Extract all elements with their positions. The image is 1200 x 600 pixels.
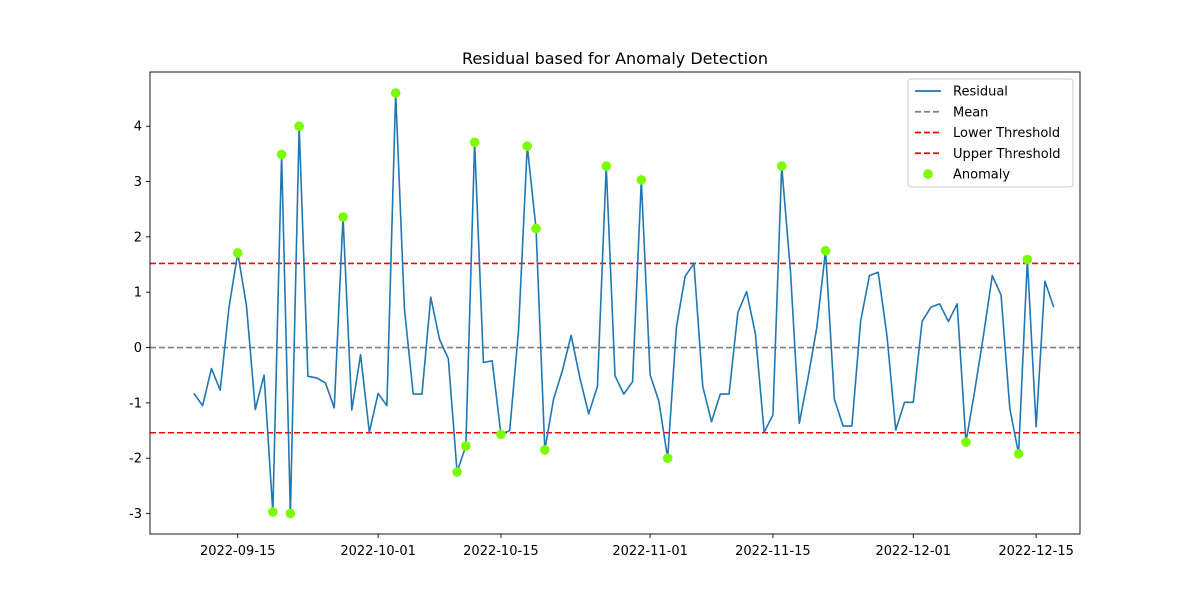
anomaly-point bbox=[285, 508, 296, 519]
legend: Residual Mean Lower Threshold Upper Thresho… bbox=[907, 78, 1074, 188]
anomaly-point bbox=[820, 245, 831, 256]
chart-title: Residual based for Anomaly Detection bbox=[462, 49, 768, 68]
y-tick-label: 0 bbox=[134, 341, 142, 356]
anomaly-point bbox=[636, 175, 647, 185]
anomaly-point bbox=[276, 149, 287, 160]
legend-box bbox=[907, 78, 1074, 188]
anomaly-point bbox=[776, 161, 787, 171]
anomaly-point bbox=[540, 445, 550, 455]
anomaly-point bbox=[961, 437, 971, 447]
x-tick-label: 2022-12-15 bbox=[998, 544, 1074, 559]
y-tick-label: -1 bbox=[129, 396, 142, 411]
anomaly-point bbox=[496, 429, 506, 440]
anomaly-point bbox=[1013, 448, 1024, 459]
anomaly-point bbox=[601, 161, 612, 171]
legend-lower-threshold-label: Lower Threshold bbox=[953, 126, 1060, 141]
anomaly-point bbox=[232, 248, 243, 258]
anomaly-point bbox=[522, 141, 533, 151]
y-tick-label: -3 bbox=[129, 507, 142, 522]
y-tick-label: 4 bbox=[134, 120, 142, 135]
legend-residual-label: Residual bbox=[953, 85, 1008, 100]
y-tick-label: 2 bbox=[134, 230, 142, 245]
legend-mean-label: Mean bbox=[953, 105, 988, 120]
x-tick-label: 2022-12-01 bbox=[876, 544, 952, 559]
plot-area: 2022-09-15 2022-10-01 2022-10-15 2022-11-01… bbox=[129, 71, 1081, 559]
x-tick-label: 2022-11-15 bbox=[735, 544, 811, 559]
axes-frame bbox=[149, 71, 1081, 535]
anomaly-point bbox=[294, 121, 304, 132]
anomaly-point bbox=[531, 223, 541, 234]
x-tick-label: 2022-10-01 bbox=[340, 544, 416, 559]
legend-upper-threshold-label: Upper Threshold bbox=[953, 147, 1061, 162]
anomaly-point bbox=[469, 137, 480, 148]
y-tick-label: -2 bbox=[129, 452, 142, 467]
anomaly-point bbox=[1022, 254, 1033, 265]
x-tick-label: 2022-10-15 bbox=[463, 544, 539, 559]
x-tick-label: 2022-11-01 bbox=[612, 544, 688, 559]
anomaly-point bbox=[461, 441, 471, 451]
legend-anomaly-swatch bbox=[923, 169, 933, 179]
legend-anomaly-label: Anomaly bbox=[953, 168, 1010, 183]
anomaly-point bbox=[390, 88, 401, 98]
anomaly-point bbox=[452, 467, 462, 477]
y-tick-label: 1 bbox=[134, 286, 142, 301]
anomaly-point bbox=[268, 507, 278, 517]
anomaly-point bbox=[662, 453, 673, 463]
y-tick-label: 3 bbox=[134, 175, 142, 190]
anomaly-point bbox=[338, 212, 348, 222]
x-tick-label: 2022-09-15 bbox=[200, 544, 276, 559]
residual-line bbox=[193, 92, 1055, 515]
